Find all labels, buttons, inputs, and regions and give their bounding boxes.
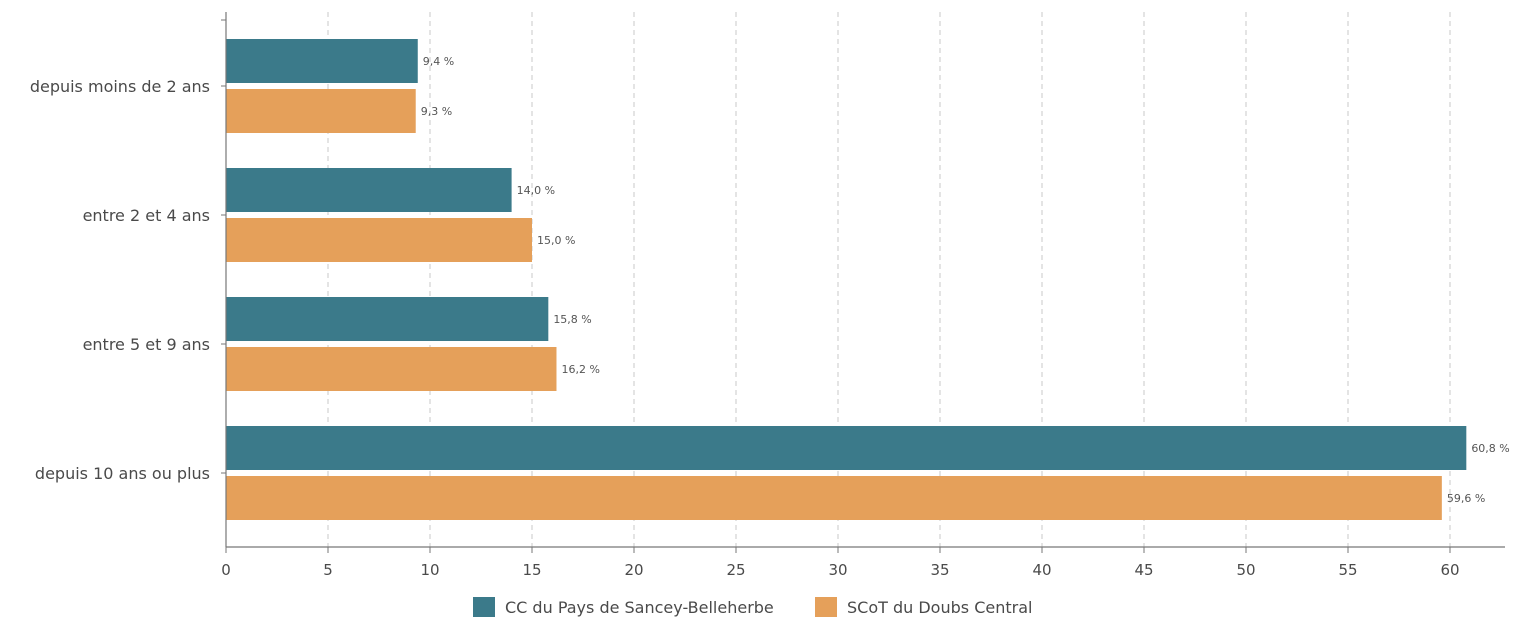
- bar: [226, 297, 549, 341]
- category-label: entre 5 et 9 ans: [83, 335, 210, 354]
- bar: [226, 89, 416, 133]
- y-axis-categories: depuis moins de 2 ans entre 2 et 4 ans ent…: [30, 77, 210, 483]
- x-tick-label: 55: [1338, 561, 1357, 579]
- data-label: 15,0 %: [537, 234, 575, 247]
- legend: CC du Pays de Sancey-Belleherbe SCoT du D…: [473, 597, 1032, 617]
- axes: [221, 12, 1505, 548]
- bar: [226, 426, 1467, 470]
- data-label: 15,8 %: [553, 313, 591, 326]
- data-label: 9,4 %: [423, 55, 454, 68]
- legend-swatch: [815, 597, 837, 617]
- x-tick-label: 40: [1032, 561, 1051, 579]
- legend-label: SCoT du Doubs Central: [847, 598, 1032, 617]
- legend-swatch: [473, 597, 495, 617]
- bar: [226, 39, 418, 83]
- bar: [226, 347, 557, 391]
- bars: [226, 39, 1467, 520]
- data-label: 16,2 %: [561, 363, 599, 376]
- x-tick-label: 45: [1134, 561, 1153, 579]
- x-tick-label: 50: [1236, 561, 1255, 579]
- x-tick-label: 30: [828, 561, 847, 579]
- bar: [226, 218, 532, 262]
- data-label: 60,8 %: [1471, 442, 1509, 455]
- data-label: 9,3 %: [421, 105, 452, 118]
- x-tick-label: 5: [323, 561, 333, 579]
- category-label: depuis moins de 2 ans: [30, 77, 210, 96]
- x-tick-label: 15: [522, 561, 541, 579]
- legend-label: CC du Pays de Sancey-Belleherbe: [505, 598, 774, 617]
- x-axis-ticks: 0 5 10 15 20 25 30 35 40 45 50 55 60: [221, 547, 1460, 579]
- x-tick-label: 0: [221, 561, 231, 579]
- data-label: 59,6 %: [1447, 492, 1485, 505]
- x-tick-label: 60: [1440, 561, 1459, 579]
- category-label: depuis 10 ans ou plus: [35, 464, 210, 483]
- x-tick-label: 35: [930, 561, 949, 579]
- category-label: entre 2 et 4 ans: [83, 206, 210, 225]
- data-label: 14,0 %: [517, 184, 555, 197]
- x-tick-label: 25: [726, 561, 745, 579]
- x-tick-label: 20: [624, 561, 643, 579]
- x-tick-label: 10: [420, 561, 439, 579]
- bar: [226, 476, 1442, 520]
- bar: [226, 168, 512, 212]
- data-labels: 9,4 % 14,0 % 15,8 % 60,8 % 9,3 % 15,0 % 16,2 %…: [421, 55, 1510, 505]
